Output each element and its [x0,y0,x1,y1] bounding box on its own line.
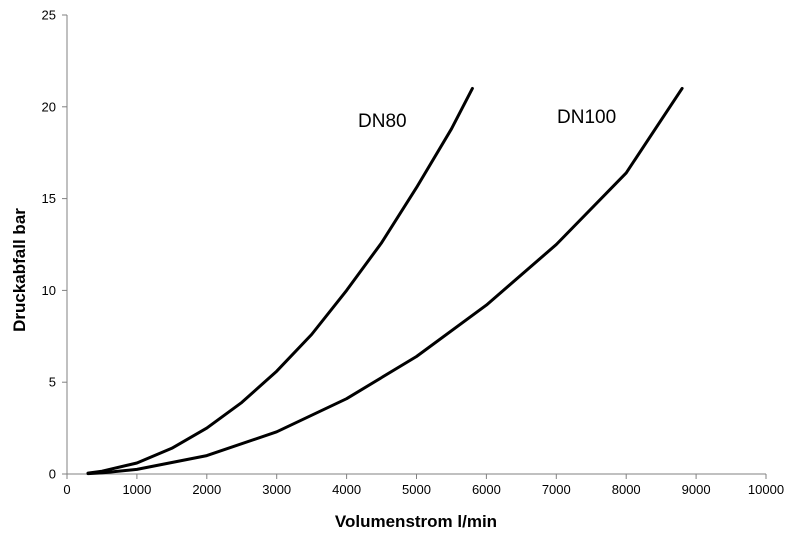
x-tick-label: 1000 [122,482,151,497]
x-tick-label: 0 [63,482,70,497]
series-label-dn80: DN80 [358,111,407,132]
x-tick-label: 7000 [542,482,571,497]
y-tick-label: 0 [49,467,56,482]
series-line-dn80 [86,86,474,475]
x-axis-title: Volumenstrom l/min [335,512,497,531]
y-tick-label: 15 [42,191,56,206]
series-label-dn100: DN100 [557,107,616,128]
x-tick-label: 10000 [748,482,784,497]
y-tick-label: 10 [42,283,56,298]
axes [66,15,766,475]
chart-labels: Druckabfall bar Volumenstrom l/min DN80 … [10,107,616,531]
x-tick-label: 6000 [472,482,501,497]
y-tick-label: 5 [49,375,56,390]
y-tick-label: 20 [42,99,56,114]
x-tick-label: 4000 [332,482,361,497]
x-tick-label: 5000 [402,482,431,497]
x-tick-label: 8000 [612,482,641,497]
x-tick-label: 3000 [262,482,291,497]
x-tick-label: 9000 [682,482,711,497]
tick-marks: 0 1000 2000 3000 4000 5000 6000 7000 8000 9000 100… [42,8,785,498]
series-lines [86,86,684,476]
series-line-dn100 [86,86,684,476]
y-tick-label: 25 [42,8,56,23]
y-axis-title: Druckabfall bar [10,208,29,332]
x-tick-label: 2000 [192,482,221,497]
